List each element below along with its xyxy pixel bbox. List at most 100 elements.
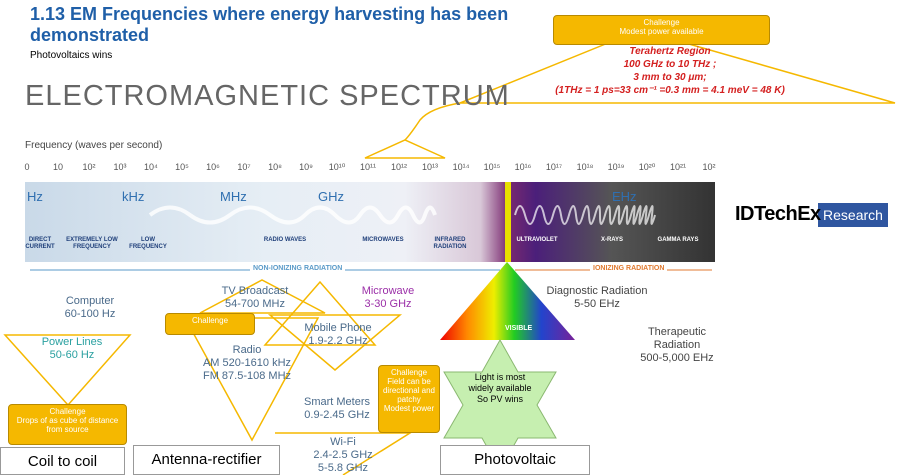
tick-label: 10⁷ [237, 162, 251, 172]
band-label: MHz [220, 189, 247, 204]
tick-label: 10¹⁸ [576, 162, 594, 172]
callout-triangle [459, 29, 896, 104]
text: 500-5,000 EHz [640, 352, 714, 364]
text: 54-700 MHz [225, 298, 285, 310]
tick-label: 10³ [113, 162, 127, 172]
text: Challenge [191, 316, 229, 325]
tick-label: 10¹⁶ [514, 162, 532, 172]
brand: IDTechEx [735, 203, 821, 225]
text: 5-50 EHz [574, 298, 620, 310]
region-label: RADIO WAVES [263, 237, 307, 243]
application-label: Therapeutic Radiation 500-5,000 EHz [612, 326, 742, 365]
band-label: Hz [27, 189, 43, 204]
triangle [3, 334, 132, 407]
ionizing-label: IONIZING RADIATION [590, 265, 668, 272]
triangle [275, 432, 413, 475]
band-label: GHz [318, 189, 344, 204]
application-label: Diagnostic Radiation 5-50 EHz [532, 285, 662, 311]
text: AM 520-1610 kHz [202, 357, 292, 369]
tick-label: 10⁸ [268, 162, 282, 172]
text: 3-30 GHz [364, 298, 412, 310]
text: 3 mm to 30 μm; [633, 72, 707, 83]
text: 0.9-2.45 GHz [304, 409, 370, 421]
tick-label: 10¹¹ [359, 162, 376, 172]
wave [148, 205, 437, 225]
method-box: Photovoltaic [440, 445, 590, 475]
wave [514, 205, 656, 225]
tick-label: 10¹⁰ [328, 162, 346, 172]
region-label: DIRECT CURRENT [25, 237, 55, 250]
region-label: GAMMA RAYS [657, 237, 699, 243]
text: 100 GHz to 10 THz ; [623, 59, 717, 70]
text: Challenge [49, 407, 86, 416]
tick-label: 10² [82, 162, 96, 172]
application-label: Wi-Fi 2.4-2.5 GHz 5-5.8 GHz [278, 436, 408, 475]
text: 60-100 Hz [64, 308, 116, 320]
text: Modest power available [619, 27, 704, 36]
visible-fan [440, 262, 575, 340]
tick-label: 10¹⁷ [545, 162, 563, 172]
text: So PV wins [476, 394, 524, 404]
challenge-box: Challenge Field can be directional and pa… [378, 365, 440, 433]
tick-label: 10⁵ [175, 162, 189, 172]
tick-label: 10 [52, 162, 63, 172]
text: TV Broadcast [221, 285, 289, 297]
tick-label: 10²⁰ [638, 162, 656, 172]
method-box: Coil to coil [0, 447, 125, 475]
text: Radio [232, 344, 262, 356]
tick-label: 10¹³ [421, 162, 438, 172]
text: Mobile Phone [304, 322, 372, 334]
visible-band [505, 182, 511, 262]
application-label: TV Broadcast 54-700 MHz [190, 285, 320, 311]
method-box: Antenna-rectifier [133, 445, 280, 475]
non-ionizing-label: NON-IONIZING RADIATION [250, 265, 346, 272]
star-text: Light is most widely available So PV wins [463, 372, 537, 405]
band-label: kHz [122, 189, 145, 204]
title: 1.13 EM Frequencies where energy harvest… [30, 4, 509, 45]
application-label: Smart Meters 0.9-2.45 GHz [272, 396, 402, 422]
axis-label: Frequency (waves per second) [25, 140, 163, 151]
terahertz-text: Terahertz Region 100 GHz to 10 THz ; 3 mm … [520, 45, 820, 97]
application-label: Microwave 3-30 GHz [323, 285, 453, 311]
text: Radiation [653, 339, 701, 351]
tick-label: 10¹² [390, 162, 407, 172]
region-label: EXTREMELY LOW FREQUENCY [66, 237, 118, 250]
spectrum-heading: ELECTROMAGNETIC SPECTRUM [25, 80, 510, 112]
text: Microwave [361, 285, 415, 297]
region-label: INFRARED RADIATION [433, 237, 467, 250]
application-label: Computer 60-100 Hz [25, 295, 155, 321]
tick-label: 10¹⁵ [483, 162, 501, 172]
application-label: Radio AM 520-1610 kHz FM 87.5-108 MHz [182, 344, 312, 383]
text: Power Lines [41, 336, 103, 348]
tick-label: 10² [702, 162, 716, 172]
region-label: LOW FREQUENCY [129, 237, 167, 250]
challenge-box: Challenge [165, 313, 255, 335]
text: Smart Meters [303, 396, 370, 408]
band-label: EHz [612, 189, 637, 204]
challenge-box: Challenge Modest power available [553, 15, 770, 45]
brand-tag: Research [823, 207, 883, 223]
text: Light is most widely available [468, 372, 532, 393]
challenge-box: Challenge Drops of as cube of distance fr… [8, 404, 127, 445]
text: Diagnostic Radiation [546, 285, 648, 297]
text: Field can be directional and patchy [382, 377, 436, 404]
triangle [263, 280, 377, 346]
text: Terahertz Region [629, 46, 711, 57]
triangle [199, 279, 326, 314]
tick-label: 0 [24, 162, 30, 172]
triangle [267, 314, 403, 371]
text: (1THz = 1 ps=33 cm⁻¹ =0.3 mm = 4.1 meV =… [555, 85, 785, 96]
text: Computer [65, 295, 115, 307]
text: Modest power [383, 404, 435, 413]
application-label: Power Lines 50-60 Hz [7, 336, 137, 362]
tick-label: 10⁶ [206, 162, 220, 172]
text: Challenge [643, 18, 680, 27]
text: Challenge [390, 368, 428, 377]
text: FM 87.5-108 MHz [202, 370, 292, 382]
text: Drops of as cube of distance from source [16, 416, 119, 434]
tick-label: 10²¹ [669, 162, 686, 172]
text: Therapeutic [647, 326, 707, 338]
text: 2.4-2.5 GHz [313, 449, 373, 461]
brand-box [818, 203, 888, 227]
